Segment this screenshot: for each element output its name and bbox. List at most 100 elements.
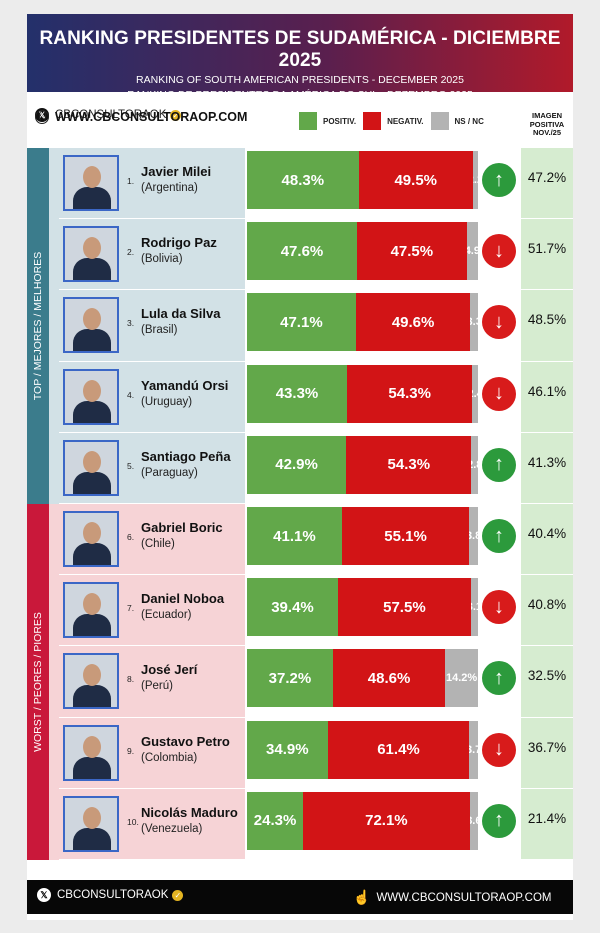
bar-segment-positive: 37.2% bbox=[247, 649, 333, 708]
opinion-bar: 47.1%49.6%3.3 bbox=[247, 293, 478, 352]
president-name: Lula da Silva bbox=[141, 306, 221, 322]
opinion-bar: 37.2% 48.6% 14.2% bbox=[247, 649, 478, 708]
president-country: (Bolivia) bbox=[141, 253, 183, 266]
president-photo bbox=[63, 582, 119, 639]
legend-swatch-ns bbox=[430, 112, 449, 130]
bar-segment-ns: 4.9 bbox=[466, 222, 478, 281]
ranking-row: 5.Santiago Peña(Paraguay)42.9%54.3%2.8↑4… bbox=[27, 433, 573, 504]
bar-segment-positive: 42.9% bbox=[247, 435, 347, 494]
top-group-strip bbox=[27, 148, 49, 504]
bar-segment-negative: 61.4% bbox=[327, 720, 470, 779]
opinion-bar: 43.3%54.3%2.4 bbox=[247, 364, 478, 423]
footer-handle: CBCONSULTORAOK bbox=[57, 889, 169, 901]
brand-website[interactable]: WWW.CBCONSULTORAOP.COM bbox=[55, 110, 248, 124]
subtitle-english: RANKING OF SOUTH AMERICAN PRESIDENTS - D… bbox=[136, 74, 464, 86]
president-photo bbox=[63, 226, 119, 283]
ranking-row: 9.Gustavo Petro(Colombia)34.9%61.4%3.7↓3… bbox=[27, 718, 573, 789]
president-name: José Jerí bbox=[141, 662, 198, 678]
legend-swatch-negative bbox=[363, 112, 382, 130]
president-country: (Uruguay) bbox=[141, 395, 193, 408]
ranking-row: 7.Daniel Noboa(Ecuador)39.4%57.5%3.1↓40.… bbox=[27, 575, 573, 647]
ranking-row: 4.Yamandú Orsi(Uruguay)43.3%54.3%2.4↓46.… bbox=[27, 362, 573, 433]
footer: 𝕏 CBCONSULTORAOK ✓ ☝ WWW.CBCONSULTORAOP.… bbox=[27, 880, 573, 914]
brand-website-row: WWW.CBCONSULTORAOP.COM bbox=[35, 108, 581, 126]
president-photo bbox=[63, 368, 119, 425]
opinion-bar: 42.9%54.3%2.8 bbox=[247, 435, 478, 494]
president-photo bbox=[63, 297, 119, 354]
ranking-row: 3.Lula da Silva(Brasil)47.1%49.6%3.3↓48.… bbox=[27, 290, 573, 362]
row-divider bbox=[59, 360, 573, 362]
pointer-hand-icon: ☝ bbox=[353, 889, 371, 905]
page-title: RANKING PRESIDENTES DE SUDAMÉRICA - DICI… bbox=[39, 28, 561, 71]
footer-handle-block: 𝕏 CBCONSULTORAOK ✓ bbox=[37, 888, 184, 902]
president-photo bbox=[63, 511, 119, 567]
opinion-bar: 48.3%49.5%2.2 bbox=[247, 151, 478, 209]
bar-segment-ns: 2.8 bbox=[471, 435, 478, 494]
president-country: (Argentina) bbox=[141, 182, 198, 194]
bar-segment-positive: 43.3% bbox=[247, 364, 347, 423]
trend-down-icon: ↓ bbox=[482, 234, 516, 269]
image-positive-value: 32.5% bbox=[527, 668, 567, 684]
president-name: Yamandú Orsi bbox=[141, 377, 229, 393]
bar-segment-positive: 48.3% bbox=[247, 151, 359, 209]
image-positive-value: 41.3% bbox=[527, 454, 567, 470]
brand-handle: CBCONSULTORAOK bbox=[55, 109, 167, 121]
president-country: (Colombia) bbox=[141, 751, 198, 764]
legend-label-negative: NEGATIV. bbox=[387, 116, 424, 126]
row-divider bbox=[59, 858, 573, 860]
bar-segment-ns: 3.3 bbox=[470, 293, 478, 352]
president-name: Javier Milei bbox=[141, 164, 212, 179]
bar-segment-ns: 14.2% bbox=[445, 649, 478, 708]
opinion-bar: 39.4%57.5%3.1 bbox=[247, 578, 478, 637]
verified-icon: ✓ bbox=[170, 109, 182, 121]
bar-segment-positive: 47.6% bbox=[247, 222, 357, 281]
rank-number: 1. bbox=[127, 176, 135, 186]
image-positive-header: IMAGEN POSITIVA NOV./25 bbox=[529, 111, 565, 137]
trend-up-icon: ↑ bbox=[482, 163, 516, 197]
president-name: Nicolás Maduro bbox=[141, 804, 238, 820]
bar-segment-negative: 49.6% bbox=[355, 293, 471, 352]
trend-down-icon: ↓ bbox=[482, 305, 516, 340]
opinion-bar: 24.3%72.1%3.6 bbox=[247, 791, 478, 850]
bar-segment-negative: 57.5% bbox=[338, 578, 471, 637]
president-country: (Brasil) bbox=[141, 324, 178, 337]
president-country: (Venezuela) bbox=[141, 822, 203, 835]
rank-number: 3. bbox=[127, 318, 135, 329]
ranking-row: 6.Gabriel Boric(Chile)41.1%55.1%3.8↑40.4… bbox=[27, 504, 573, 576]
footer-website[interactable]: WWW.CBCONSULTORAOP.COM bbox=[376, 891, 552, 904]
bar-segment-negative: 72.1% bbox=[303, 791, 470, 850]
image-positive-value: 36.7% bbox=[527, 739, 567, 755]
row-divider bbox=[59, 574, 573, 576]
row-divider bbox=[59, 716, 573, 718]
row-divider bbox=[59, 502, 573, 504]
trend-up-icon: ↑ bbox=[482, 661, 516, 696]
verified-icon: ✓ bbox=[172, 889, 184, 901]
president-name: Daniel Noboa bbox=[141, 591, 225, 607]
globe-icon bbox=[35, 110, 49, 124]
ranking-row: 2. Rodrigo Paz (Bolivia) 47.6% 47.5% 4.9 ↓ 51.7… bbox=[27, 219, 573, 291]
rank-number: 10. bbox=[127, 816, 139, 827]
president-name: Gustavo Petro bbox=[141, 733, 230, 749]
bar-segment-positive: 39.4% bbox=[247, 578, 338, 637]
president-country: (Paraguay) bbox=[141, 466, 198, 479]
president-name: Santiago Peña bbox=[141, 448, 231, 464]
bar-segment-ns: 3.6 bbox=[469, 791, 478, 850]
president-photo bbox=[63, 653, 119, 710]
trend-up-icon: ↑ bbox=[482, 519, 516, 553]
legend-swatch-positive bbox=[299, 112, 317, 130]
rank-number: 4. bbox=[127, 389, 135, 400]
footer-website-block: ☝ WWW.CBCONSULTORAOP.COM bbox=[353, 889, 552, 906]
trend-up-icon: ↑ bbox=[482, 447, 516, 482]
row-divider bbox=[59, 645, 573, 647]
legend-label-positive: POSITIV. bbox=[323, 116, 357, 126]
bar-segment-negative: 49.5% bbox=[358, 151, 473, 209]
image-positive-column bbox=[521, 148, 573, 860]
bar-segment-positive: 47.1% bbox=[247, 293, 356, 352]
bar-segment-negative: 55.1% bbox=[341, 507, 470, 565]
ranking-row: 1. Javier Milei (Argentina) 48.3%49.5%2.2↑ 4… bbox=[27, 148, 573, 220]
trend-down-icon: ↓ bbox=[482, 590, 516, 625]
bar-segment-ns: 2.4 bbox=[472, 364, 478, 423]
rank-number: 6. bbox=[127, 532, 135, 542]
image-positive-value: 51.7% bbox=[527, 241, 567, 257]
legend-item-positive: POSITIV. bbox=[299, 112, 356, 130]
